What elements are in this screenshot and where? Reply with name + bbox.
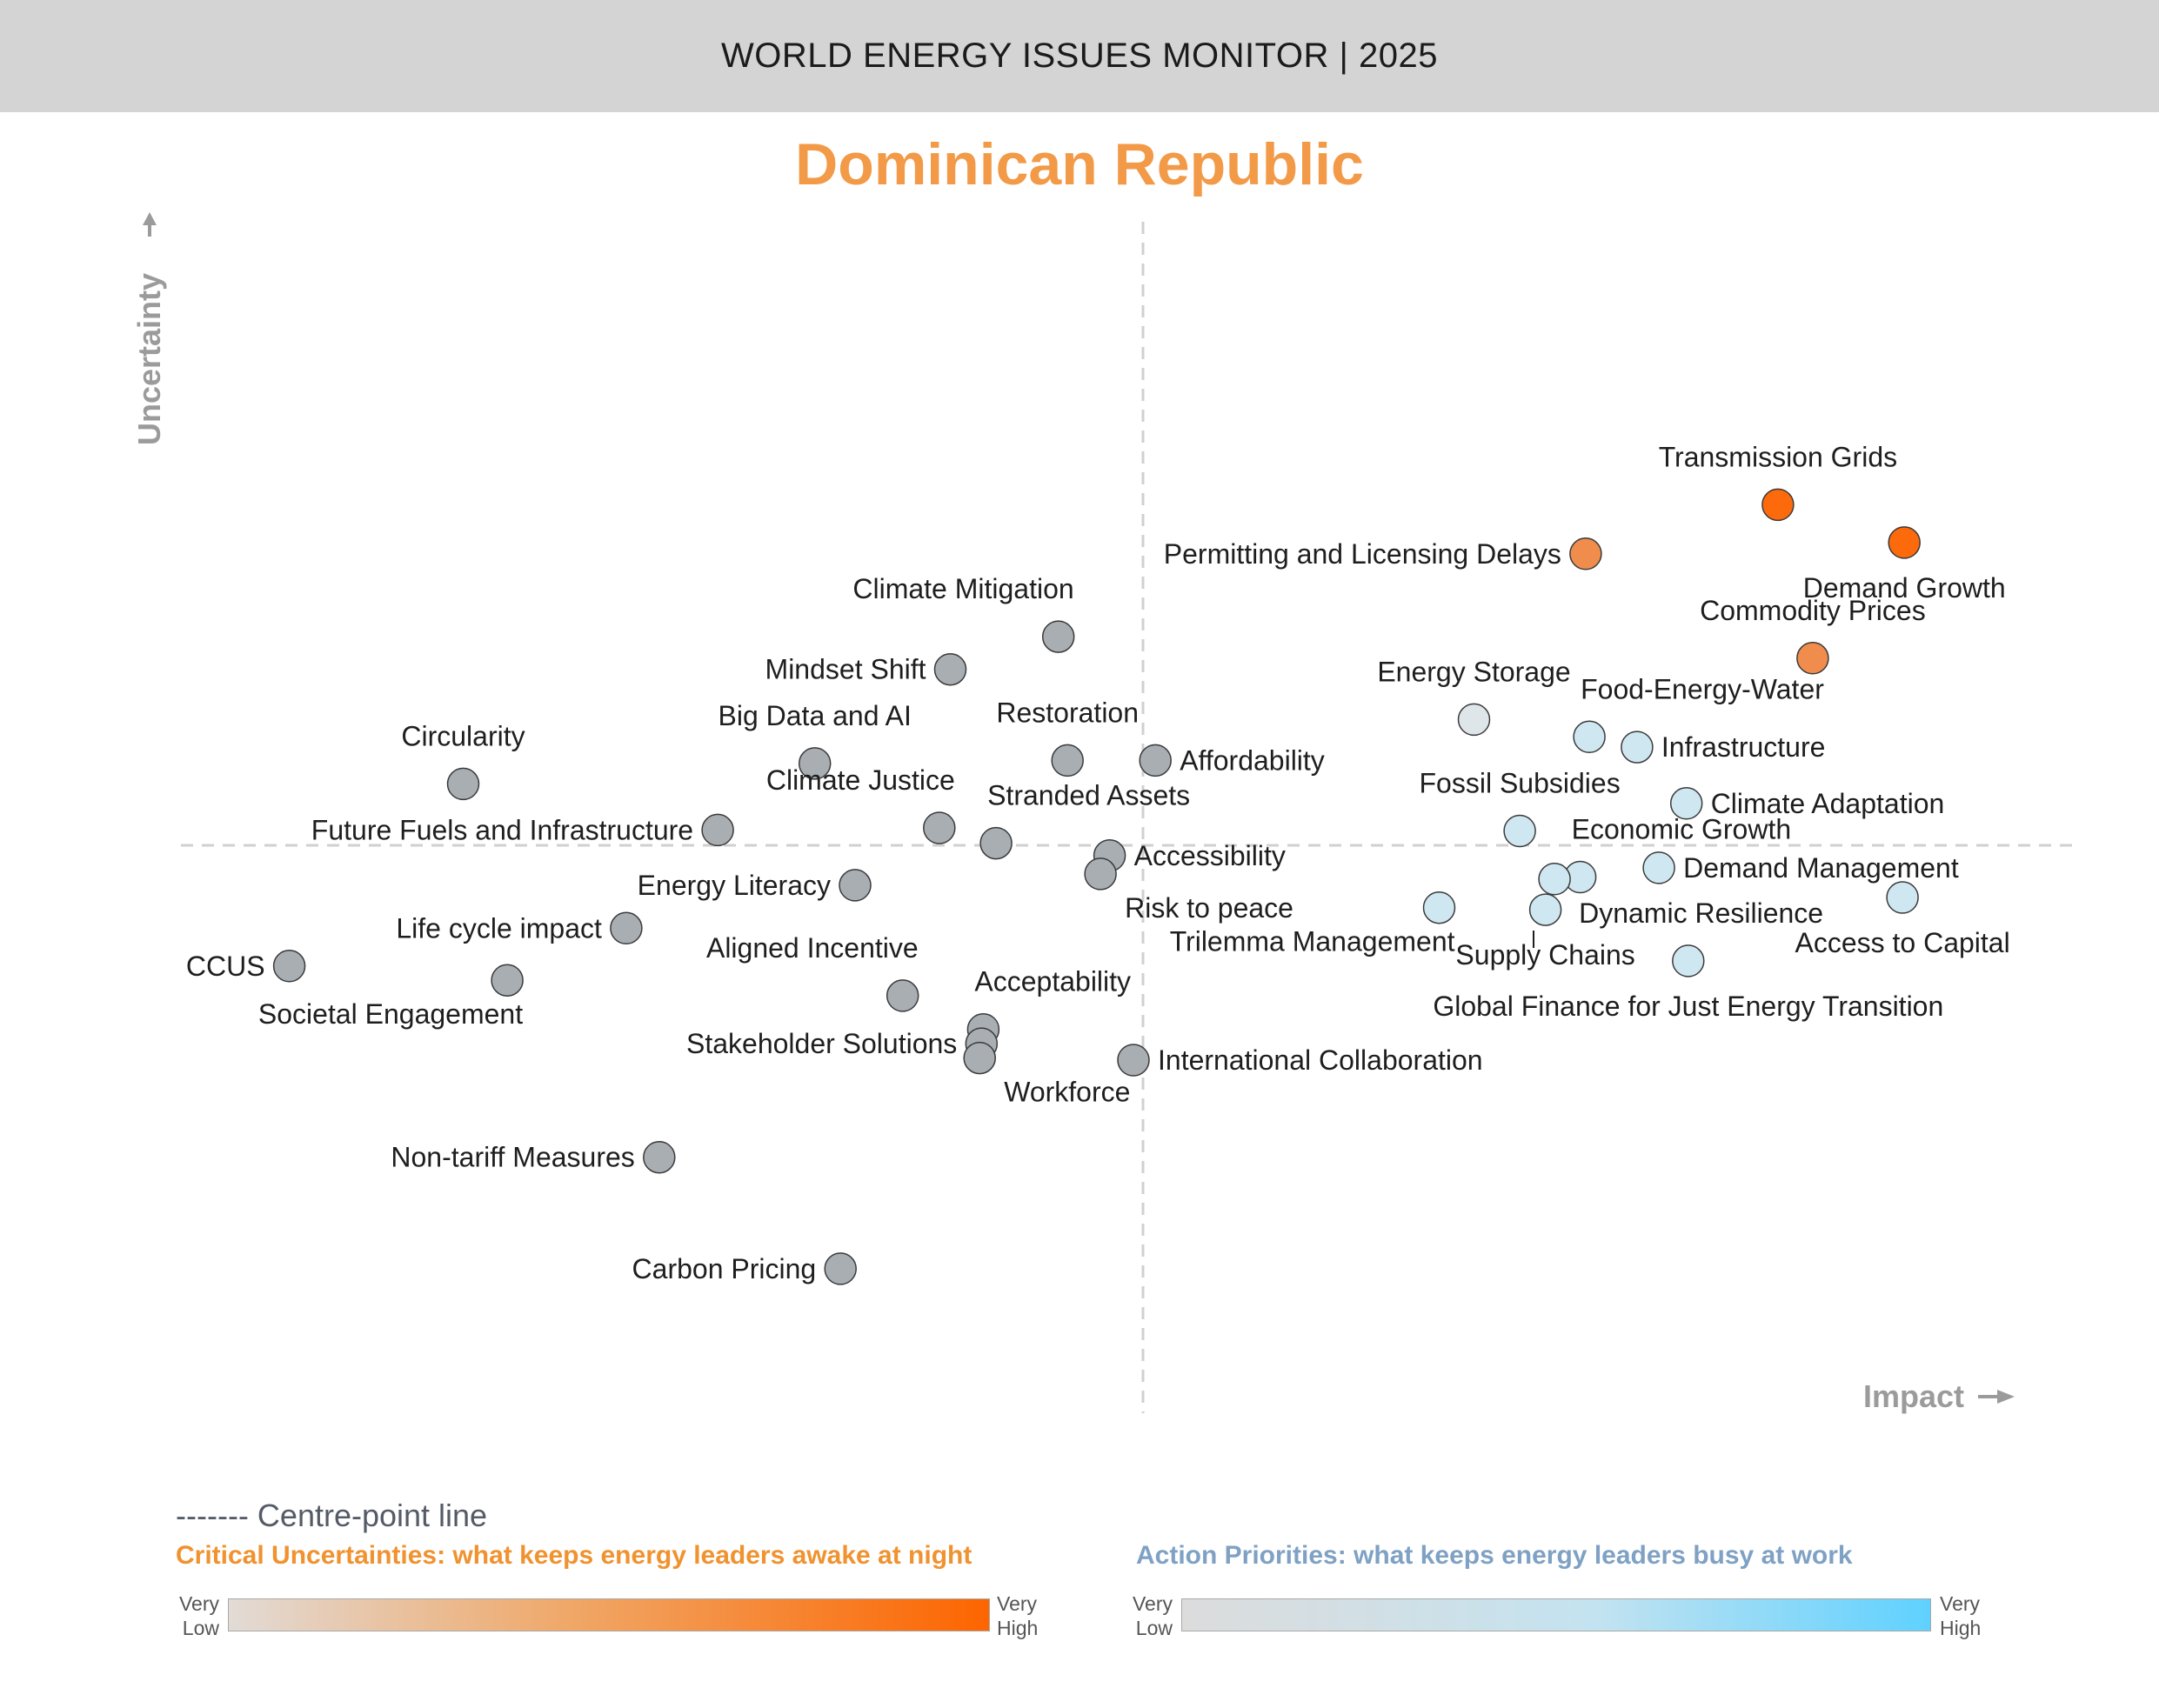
point-demand-management [1642,851,1675,884]
point-label-mindset-shift: Mindset Shift [765,654,926,685]
point-label-workforce: Workforce [1004,1077,1130,1108]
point-energy-storage [1457,703,1491,737]
point-label-demand-management: Demand Management [1683,852,1959,884]
point-label-accessibility: Accessibility [1134,840,1286,871]
point-international-collaboration [1117,1044,1150,1077]
critical-scale-low: Very Low [177,1591,219,1640]
point-label-trilemma-management: Trilemma Management [1170,926,1455,957]
point-label-international-collaboration: International Collaboration [1158,1044,1483,1076]
point-affordability [1139,744,1172,777]
x-axis-label: Impact [1863,1378,1964,1414]
point-aligned-incentive [886,979,919,1012]
point-label-infrastructure: Infrastructure [1661,731,1826,763]
point-label-energy-literacy: Energy Literacy [638,870,831,901]
point-label-demand-growth: Demand Growth [1803,572,2006,604]
y-axis-label: Uncertainty [131,273,167,445]
point-transmission-grids [1761,488,1795,522]
critical-scale-high-line1: Very [997,1592,1038,1615]
country-title: Dominican Republic [795,131,1364,197]
point-workforce [963,1041,996,1075]
critical-scale-high: Very High [997,1591,1038,1640]
point-label-societal-engagement: Societal Engagement [258,998,523,1030]
point-label-aligned-incentive: Aligned Incentive [706,932,919,964]
point-climate-adaptation [1669,787,1703,820]
point-label-climate-adaptation: Climate Adaptation [1711,788,1945,819]
critical-uncertainties-title: Critical Uncertainties: what keeps energ… [176,1541,973,1570]
action-priorities-title: Action Priorities: what keeps energy lea… [1136,1541,1853,1570]
point-label-life-cycle-impact: Life cycle impact [396,912,602,944]
point-label-stakeholder-solutions: Stakeholder Solutions [686,1028,957,1059]
point-future-fuels-and-infrastructure [701,813,734,847]
point-label-restoration: Restoration [996,697,1139,728]
point-food-energy-water [1573,720,1606,754]
point-supply-chains [1528,893,1562,926]
point-risk-to-peace [1084,857,1117,891]
point-label-dynamic-resilience: Dynamic Resilience [1579,897,1823,929]
point-dynamic-resilience [1538,863,1571,896]
x-axis-arrow-head [1997,1390,2015,1404]
y-axis-group: Uncertainty [131,212,167,445]
issues-scatter-chart: Uncertainty Impact Transmission Grids Dem… [131,212,2081,1414]
point-access-to-capital [1886,881,1919,914]
point-permitting-and-licensing-delays [1569,537,1602,570]
point-label-affordability: Affordability [1180,744,1325,776]
point-label-supply-chains: Supply Chains [1455,939,1634,971]
point-label-energy-storage: Energy Storage [1377,656,1570,687]
point-life-cycle-impact [610,911,643,945]
point-climate-justice [923,811,956,844]
point-global-finance-for-just-energy-transition [1672,944,1705,977]
point-label-economic-growth: Economic Growth [1572,814,1792,845]
point-trilemma-management [1422,891,1456,924]
report-title: WORLD ENERGY ISSUES MONITOR | 2025 [721,37,1438,75]
point-label-transmission-grids: Transmission Grids [1659,441,1897,472]
point-infrastructure [1621,731,1654,764]
action-scale-low-line1: Very [1132,1592,1173,1615]
action-scale-high-line1: Very [1940,1592,1981,1615]
point-stranded-assets [979,826,1013,860]
action-scale-low: Very Low [1131,1591,1173,1640]
point-restoration [1051,744,1084,777]
point-label-ccus: CCUS [186,951,265,982]
point-label-carbon-pricing: Carbon Pricing [632,1253,817,1284]
point-carbon-pricing [824,1252,857,1285]
point-mindset-shift [933,652,967,686]
point-label-future-fuels-and-infrastructure: Future Fuels and Infrastructure [311,814,693,845]
point-label-access-to-capital: Access to Capital [1795,927,2009,958]
action-scale-high-line2: High [1940,1617,1982,1639]
action-scale-high: Very High [1940,1591,1981,1640]
point-energy-literacy [839,869,872,902]
point-label-acceptability: Acceptability [974,966,1131,997]
critical-scale-high-line2: High [997,1617,1039,1639]
action-scale-low-line2: Low [1135,1617,1173,1639]
point-climate-mitigation [1041,620,1075,653]
point-circularity [446,767,480,801]
point-label-climate-mitigation: Climate Mitigation [852,573,1073,604]
point-label-food-energy-water: Food-Energy-Water [1581,673,1824,704]
point-ccus [272,950,306,983]
point-big-data-and-ai [798,747,832,780]
point-label-climate-justice: Climate Justice [766,764,955,796]
point-label-non-tariff-measures: Non-tariff Measures [391,1142,634,1173]
point-label-circularity: Circularity [401,720,525,751]
point-demand-growth [1888,526,1921,559]
action-priority-scale [1181,1598,1931,1631]
point-fossil-subsidies [1503,814,1536,848]
critical-uncertainty-scale [228,1598,990,1631]
point-label-commodity-prices: Commodity Prices [1700,595,1926,626]
critical-scale-low-line1: Very [178,1592,219,1615]
point-label-global-finance-for-just-energy-transition: Global Finance for Just Energy Transitio… [1433,991,1943,1022]
centre-point-legend: ------- Centre-point line [176,1498,488,1533]
points-layer: Transmission Grids Demand Growth Permittin… [186,441,2010,1285]
point-label-stranded-assets: Stranded Assets [987,780,1190,811]
point-label-big-data-and-ai: Big Data and AI [719,700,912,731]
point-non-tariff-measures [643,1140,676,1174]
critical-scale-low-line2: Low [182,1617,219,1639]
point-label-permitting-and-licensing-delays: Permitting and Licensing Delays [1164,538,1561,570]
y-axis-arrow-head [143,212,157,225]
header-bar: WORLD ENERGY ISSUES MONITOR | 2025 [0,0,2159,112]
point-label-risk-to-peace: Risk to peace [1125,892,1293,924]
point-label-fossil-subsidies: Fossil Subsidies [1419,768,1620,799]
point-commodity-prices [1796,642,1829,675]
point-societal-engagement [491,964,524,997]
